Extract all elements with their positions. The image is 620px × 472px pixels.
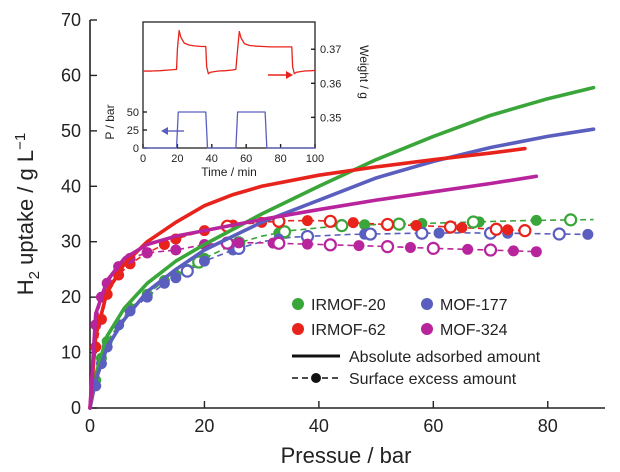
excess-point-mof-324 (530, 246, 542, 258)
y-axis-title: H2 uptake / g L−1 (12, 133, 43, 295)
excess-open-point-irmof-62 (518, 224, 532, 238)
excess-open-point-irmof-20 (564, 213, 578, 227)
main-series (88, 85, 596, 410)
y-tick-label: 0 (71, 398, 81, 418)
inset-x-tick-label: 100 (306, 153, 324, 165)
excess-point-mof-324 (141, 247, 153, 259)
inset-right-tick-label: 0.37 (320, 44, 341, 56)
y-tick-label: 20 (61, 287, 81, 307)
excess-open-point-irmof-62 (443, 220, 458, 234)
main-ticks: 0 20 40 60 80 0 10 20 30 40 50 60 70 (61, 10, 558, 436)
excess-point-mof-324 (507, 245, 519, 257)
inset-x-tick-label: 60 (240, 153, 252, 165)
inset-left-tick-label: 50 (127, 107, 139, 119)
excess-point-mof-324 (170, 244, 182, 256)
inset-left-tick-label: 25 (127, 125, 139, 137)
excess-point-irmof-62 (410, 220, 422, 232)
excess-point-mof-177 (433, 227, 445, 239)
legend-label-irmof-62: IRMOF-62 (311, 322, 386, 339)
legend-marker-mof-177 (421, 298, 433, 310)
excess-point-mof-324 (301, 238, 313, 250)
legend-marker-irmof-62 (292, 323, 304, 335)
excess-open-point-mof-177 (415, 226, 429, 240)
excess-open-point-irmof-62 (323, 214, 337, 228)
excess-point-mof-324 (404, 241, 416, 253)
y-tick-label: 30 (61, 232, 81, 252)
excess-open-point-mof-324 (426, 241, 440, 255)
excess-point-mof-324 (353, 240, 365, 252)
y-tick-label: 40 (61, 176, 81, 196)
main-plot: 0 20 40 60 80 0 10 20 30 40 50 60 70 (61, 10, 605, 436)
inset-x-tick-label: 40 (206, 153, 218, 165)
excess-point-mof-177 (582, 228, 594, 240)
legend-marker-irmof-20 (292, 298, 304, 310)
x-axis-title: Pressue / bar (281, 443, 412, 468)
excess-point-irmof-62 (347, 217, 359, 229)
inset-pressure-arrow (161, 127, 184, 135)
y-tick-label: 10 (61, 343, 81, 363)
legend-label-mof-177: MOF-177 (440, 297, 508, 314)
excess-point-irmof-62 (301, 215, 313, 227)
excess-open-point-mof-177 (552, 227, 566, 241)
excess-open-point-mof-177 (180, 264, 194, 278)
inset-left-tick-label: 0 (133, 143, 139, 155)
excess-open-point-mof-177 (363, 227, 377, 241)
inset-left-axis-title: P / bar (103, 104, 117, 139)
excess-line-mof-324 (89, 242, 537, 409)
y-tick-label: 50 (61, 121, 81, 141)
excess-point-irmof-62 (502, 224, 514, 236)
inset-x-tick-label: 80 (274, 153, 286, 165)
inset-plot: 0 20 40 60 80 100 0 25 50 0.35 0.36 0.37 Time / min… (103, 21, 371, 179)
absolute-line-mof-324 (88, 174, 539, 410)
inset-series (143, 29, 316, 149)
legend-dot-marker (311, 373, 321, 383)
excess-point-mof-324 (233, 237, 245, 249)
excess-open-point-irmof-62 (489, 222, 503, 236)
excess-open-point-irmof-20 (335, 219, 349, 233)
inset-right-tick-label: 0.36 (320, 78, 341, 90)
inset-weight-arrow (268, 71, 293, 79)
absolute-line-irmof-20 (88, 85, 596, 410)
legend: IRMOF-20 MOF-177 IRMOF-62 MOF-324 Absolu… (292, 297, 541, 388)
excess-point-mof-324 (462, 243, 474, 255)
excess-open-point-mof-324 (323, 238, 337, 252)
excess-point-mof-177 (198, 255, 210, 267)
absolute-line-mof-177 (88, 127, 596, 410)
x-tick-label: 80 (538, 416, 558, 436)
excess-open-point-mof-324 (483, 243, 498, 257)
x-tick-label: 40 (309, 416, 329, 436)
excess-open-point-irmof-20 (466, 215, 480, 229)
excess-point-irmof-62 (456, 222, 468, 234)
excess-open-point-irmof-20 (392, 217, 406, 231)
legend-label-mof-324: MOF-324 (440, 322, 508, 339)
legend-label-excess: Surface excess amount (349, 371, 517, 388)
x-tick-label: 20 (194, 416, 214, 436)
excess-line-mof-177 (89, 232, 594, 409)
legend-marker-mof-324 (421, 323, 433, 335)
excess-point-irmof-20 (359, 219, 371, 231)
excess-open-point-mof-324 (272, 236, 286, 250)
inset-pressure-line (143, 111, 315, 149)
excess-point-mof-177 (170, 272, 182, 284)
inset-right-tick-label: 0.35 (320, 112, 341, 124)
x-tick-label: 0 (85, 416, 95, 436)
inset-x-tick-label: 0 (140, 153, 146, 165)
inset-ticks: 0 20 40 60 80 100 0 25 50 0.35 0.36 0.37 (127, 44, 342, 165)
y-tick-label: 70 (61, 10, 81, 30)
x-tick-label: 60 (423, 416, 443, 436)
excess-point-irmof-20 (530, 214, 542, 226)
inset-x-axis-title: Time / min (201, 165, 257, 179)
y-tick-label: 60 (61, 65, 81, 85)
inset-right-axis-title: Weight / g (357, 45, 371, 99)
inset-weight-line (143, 29, 316, 75)
inset-x-tick-label: 20 (171, 153, 183, 165)
excess-open-point-irmof-62 (380, 217, 395, 232)
absolute-line-irmof-62 (88, 146, 527, 410)
legend-label-absolute: Absolute adsorbed amount (349, 349, 541, 366)
excess-open-point-mof-324 (380, 239, 395, 254)
legend-label-irmof-20: IRMOF-20 (311, 297, 386, 314)
